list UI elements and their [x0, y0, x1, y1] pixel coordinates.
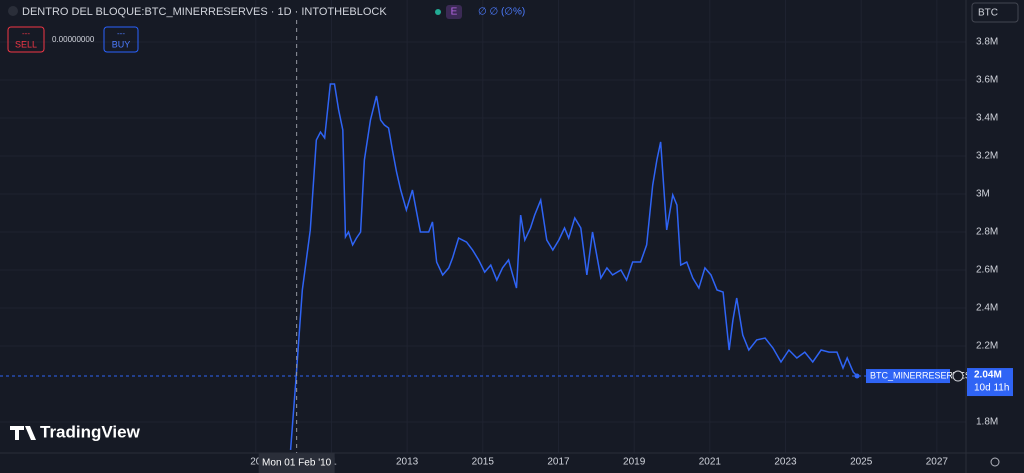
sell-price: ---: [22, 29, 30, 38]
x-tick-label: 2025: [850, 457, 873, 468]
spread: 0.00000000: [52, 35, 95, 44]
settings-icon[interactable]: [990, 457, 1000, 467]
x-tick-label: 2021: [699, 457, 722, 468]
plot: [0, 83, 966, 451]
symbol-label: BTC: [978, 8, 998, 19]
add-button: [952, 370, 964, 382]
x-tick-label: 2023: [774, 457, 797, 468]
y-tick-label: 3.4M: [976, 113, 998, 124]
countdown: 10d 11h: [974, 383, 1009, 394]
grid: [0, 0, 966, 453]
badge: E: [451, 7, 458, 18]
symbol-icon: [8, 6, 18, 16]
y-tick-label: 3.2M: [976, 151, 998, 162]
y-tick-label: 2.4M: [976, 303, 998, 314]
brand: TradingView: [40, 422, 141, 441]
series-tag: BTC_MINERRESERVES: [870, 370, 971, 380]
x-tick-label: 2013: [396, 457, 419, 468]
brand-logo: [10, 426, 36, 440]
y-tick-label: 2.2M: [976, 341, 998, 352]
change: ∅ ∅ (∅%): [478, 7, 525, 18]
x-tick-label: 20: [250, 457, 262, 468]
x-tick-label: 2017: [547, 457, 570, 468]
price-tag-bg: [967, 368, 1013, 397]
y-tick-label: 1.8M: [976, 417, 998, 428]
series-tag-bg: [866, 369, 950, 384]
x-tick-label: 2015: [472, 457, 495, 468]
y-tick-label: 3M: [976, 189, 990, 200]
sell-button[interactable]: [7, 26, 45, 53]
x-tick-label: 2019: [623, 457, 646, 468]
buy-button[interactable]: [103, 26, 139, 53]
buy-price: ---: [117, 29, 125, 38]
symbol-button[interactable]: [971, 2, 1019, 23]
y-tick-label: 3.6M: [976, 75, 998, 86]
last-point: [854, 373, 860, 379]
crosshair-label: Mon 01 Feb '10: [262, 458, 332, 469]
sell-label: SELL: [15, 39, 37, 49]
y-tick-label: 2.8M: [976, 227, 998, 238]
y-tick-label: 2.6M: [976, 265, 998, 276]
chart-title: DENTRO DEL BLOQUE:BTC_MINERRESERVES · 1D…: [22, 6, 387, 18]
price-tag: 2.04M: [974, 370, 1002, 381]
crosshair-label-bg: [258, 453, 335, 473]
status-dot: [435, 9, 441, 15]
y-tick-label: 3.8M: [976, 37, 998, 48]
buy-label: BUY: [112, 39, 131, 49]
x-tick-label: 2027: [926, 457, 949, 468]
line-series: [289, 83, 858, 451]
badge-bg: [446, 5, 462, 19]
